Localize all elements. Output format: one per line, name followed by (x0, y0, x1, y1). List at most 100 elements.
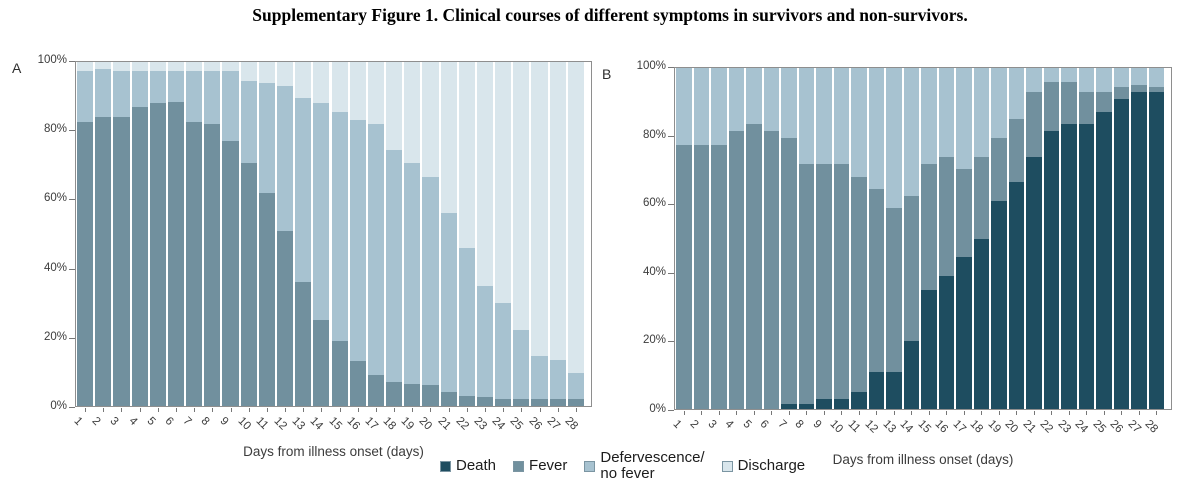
bar-segment-death (1008, 182, 1024, 409)
bar-segment-death (991, 201, 1007, 409)
stacked-bar-day-5 (149, 62, 166, 406)
x-tick-mark (718, 411, 720, 415)
bar-segment-defervescence (495, 302, 512, 400)
bar-segment-defervescence (476, 285, 494, 398)
bar-segment-fever (1026, 91, 1042, 157)
bar-segment-fever (746, 124, 762, 409)
bar-segment-defervescence (1078, 68, 1094, 92)
x-tick-mark (412, 408, 414, 412)
bar-segment-discharge (222, 62, 239, 71)
x-tick-mark (285, 408, 287, 412)
stacked-bar-day-16 (938, 68, 954, 409)
x-tick-mark (521, 408, 523, 412)
x-tick-mark (876, 411, 878, 415)
x-tick-label: 22 (453, 415, 471, 433)
legend-item-defervescence: Defervescence/ no fever (584, 450, 705, 482)
bar-segment-defervescence (956, 68, 972, 169)
x-tick-label: 8 (198, 415, 212, 429)
bar-segment-fever (240, 163, 257, 406)
bar-segment-fever (476, 397, 494, 406)
bar-segment-defervescence (816, 68, 832, 164)
bar-segment-fever (973, 156, 989, 239)
x-tick-mark (858, 411, 860, 415)
bar-segment-fever (763, 131, 779, 409)
y-tick-mark (668, 204, 674, 206)
bar-segment-fever (868, 189, 884, 372)
x-tick-label: 4 (722, 418, 736, 432)
x-tick-label: 2 (687, 418, 701, 432)
bar-segment-death (833, 398, 849, 409)
x-tick-label: 9 (810, 418, 824, 432)
stacked-bar-day-27 (549, 62, 566, 406)
x-tick-label: 5 (740, 418, 754, 432)
bar-segment-fever (1078, 91, 1094, 125)
x-tick-mark (575, 408, 577, 412)
bar-segment-fever (1043, 81, 1059, 132)
bar-segment-fever (513, 399, 530, 406)
bar-segment-fever (440, 392, 457, 406)
x-tick-mark (998, 411, 1000, 415)
bar-segment-fever (921, 163, 937, 290)
bar-segment-defervescence (1096, 68, 1112, 92)
x-tick-label: 7 (775, 418, 789, 432)
bar-segment-discharge (186, 62, 203, 71)
bar-segment-discharge (440, 62, 457, 214)
panel-b-x-axis-title: Days from illness onset (days) (832, 452, 1014, 467)
stacked-bar-day-8 (798, 68, 814, 409)
bar-segment-defervescence (938, 68, 954, 157)
x-tick-mark (230, 408, 232, 412)
x-tick-mark (1016, 411, 1018, 415)
legend-swatch-defervescence (584, 460, 596, 472)
x-tick-mark (430, 408, 432, 412)
bar-segment-discharge (349, 62, 366, 121)
x-tick-mark (303, 408, 305, 412)
x-tick-mark (893, 411, 895, 415)
bar-segment-defervescence (851, 68, 867, 178)
y-tick-mark (668, 135, 674, 137)
bar-segment-death (868, 371, 884, 409)
x-tick-mark (981, 411, 983, 415)
y-tick-mark (668, 410, 674, 411)
bar-segment-fever (367, 375, 385, 406)
bar-segment-defervescence (1148, 68, 1164, 87)
bar-segment-discharge (295, 62, 312, 99)
x-tick-label: 8 (792, 418, 806, 432)
bar-segment-fever (113, 117, 130, 406)
bar-segment-discharge (458, 62, 475, 248)
bar-segment-defervescence (728, 68, 744, 132)
bar-segment-fever (458, 395, 475, 406)
bar-segment-discharge (313, 62, 330, 104)
stacked-bar-day-25 (1096, 68, 1112, 409)
stacked-bar-day-14 (313, 62, 330, 406)
x-tick-mark (1033, 411, 1035, 415)
bar-segment-discharge (386, 62, 403, 150)
bar-segment-death (1043, 131, 1059, 409)
x-tick-mark (841, 411, 843, 415)
bar-segment-discharge (113, 62, 130, 71)
bar-segment-defervescence (711, 68, 727, 145)
legend-swatch-discharge (721, 460, 733, 472)
bar-segment-defervescence (903, 68, 919, 196)
x-tick-mark (911, 411, 913, 415)
y-tick-mark (69, 61, 75, 62)
legend-item-fever: Fever (513, 458, 567, 474)
bar-segment-discharge (77, 62, 94, 71)
bar-segment-death (1061, 124, 1077, 409)
x-tick-label: 28 (1142, 418, 1161, 436)
x-tick-label: 1 (670, 418, 684, 432)
bar-segment-defervescence (531, 356, 548, 400)
bar-segment-fever (531, 399, 548, 406)
x-tick-label: 11 (845, 418, 863, 435)
bar-segment-fever (728, 131, 744, 409)
x-tick-mark (557, 408, 559, 412)
x-tick-label: 6 (162, 415, 176, 429)
stacked-bar-day-26 (531, 62, 548, 406)
stacked-bar-day-6 (763, 68, 779, 409)
x-tick-label: 14 (897, 418, 916, 436)
stacked-bar-day-26 (1113, 68, 1129, 409)
legend-label-discharge: Discharge (737, 457, 806, 475)
stacked-bar-day-15 (921, 68, 937, 409)
x-tick-mark (1103, 411, 1105, 415)
bar-segment-fever (77, 122, 94, 406)
x-tick-mark (1086, 411, 1088, 415)
